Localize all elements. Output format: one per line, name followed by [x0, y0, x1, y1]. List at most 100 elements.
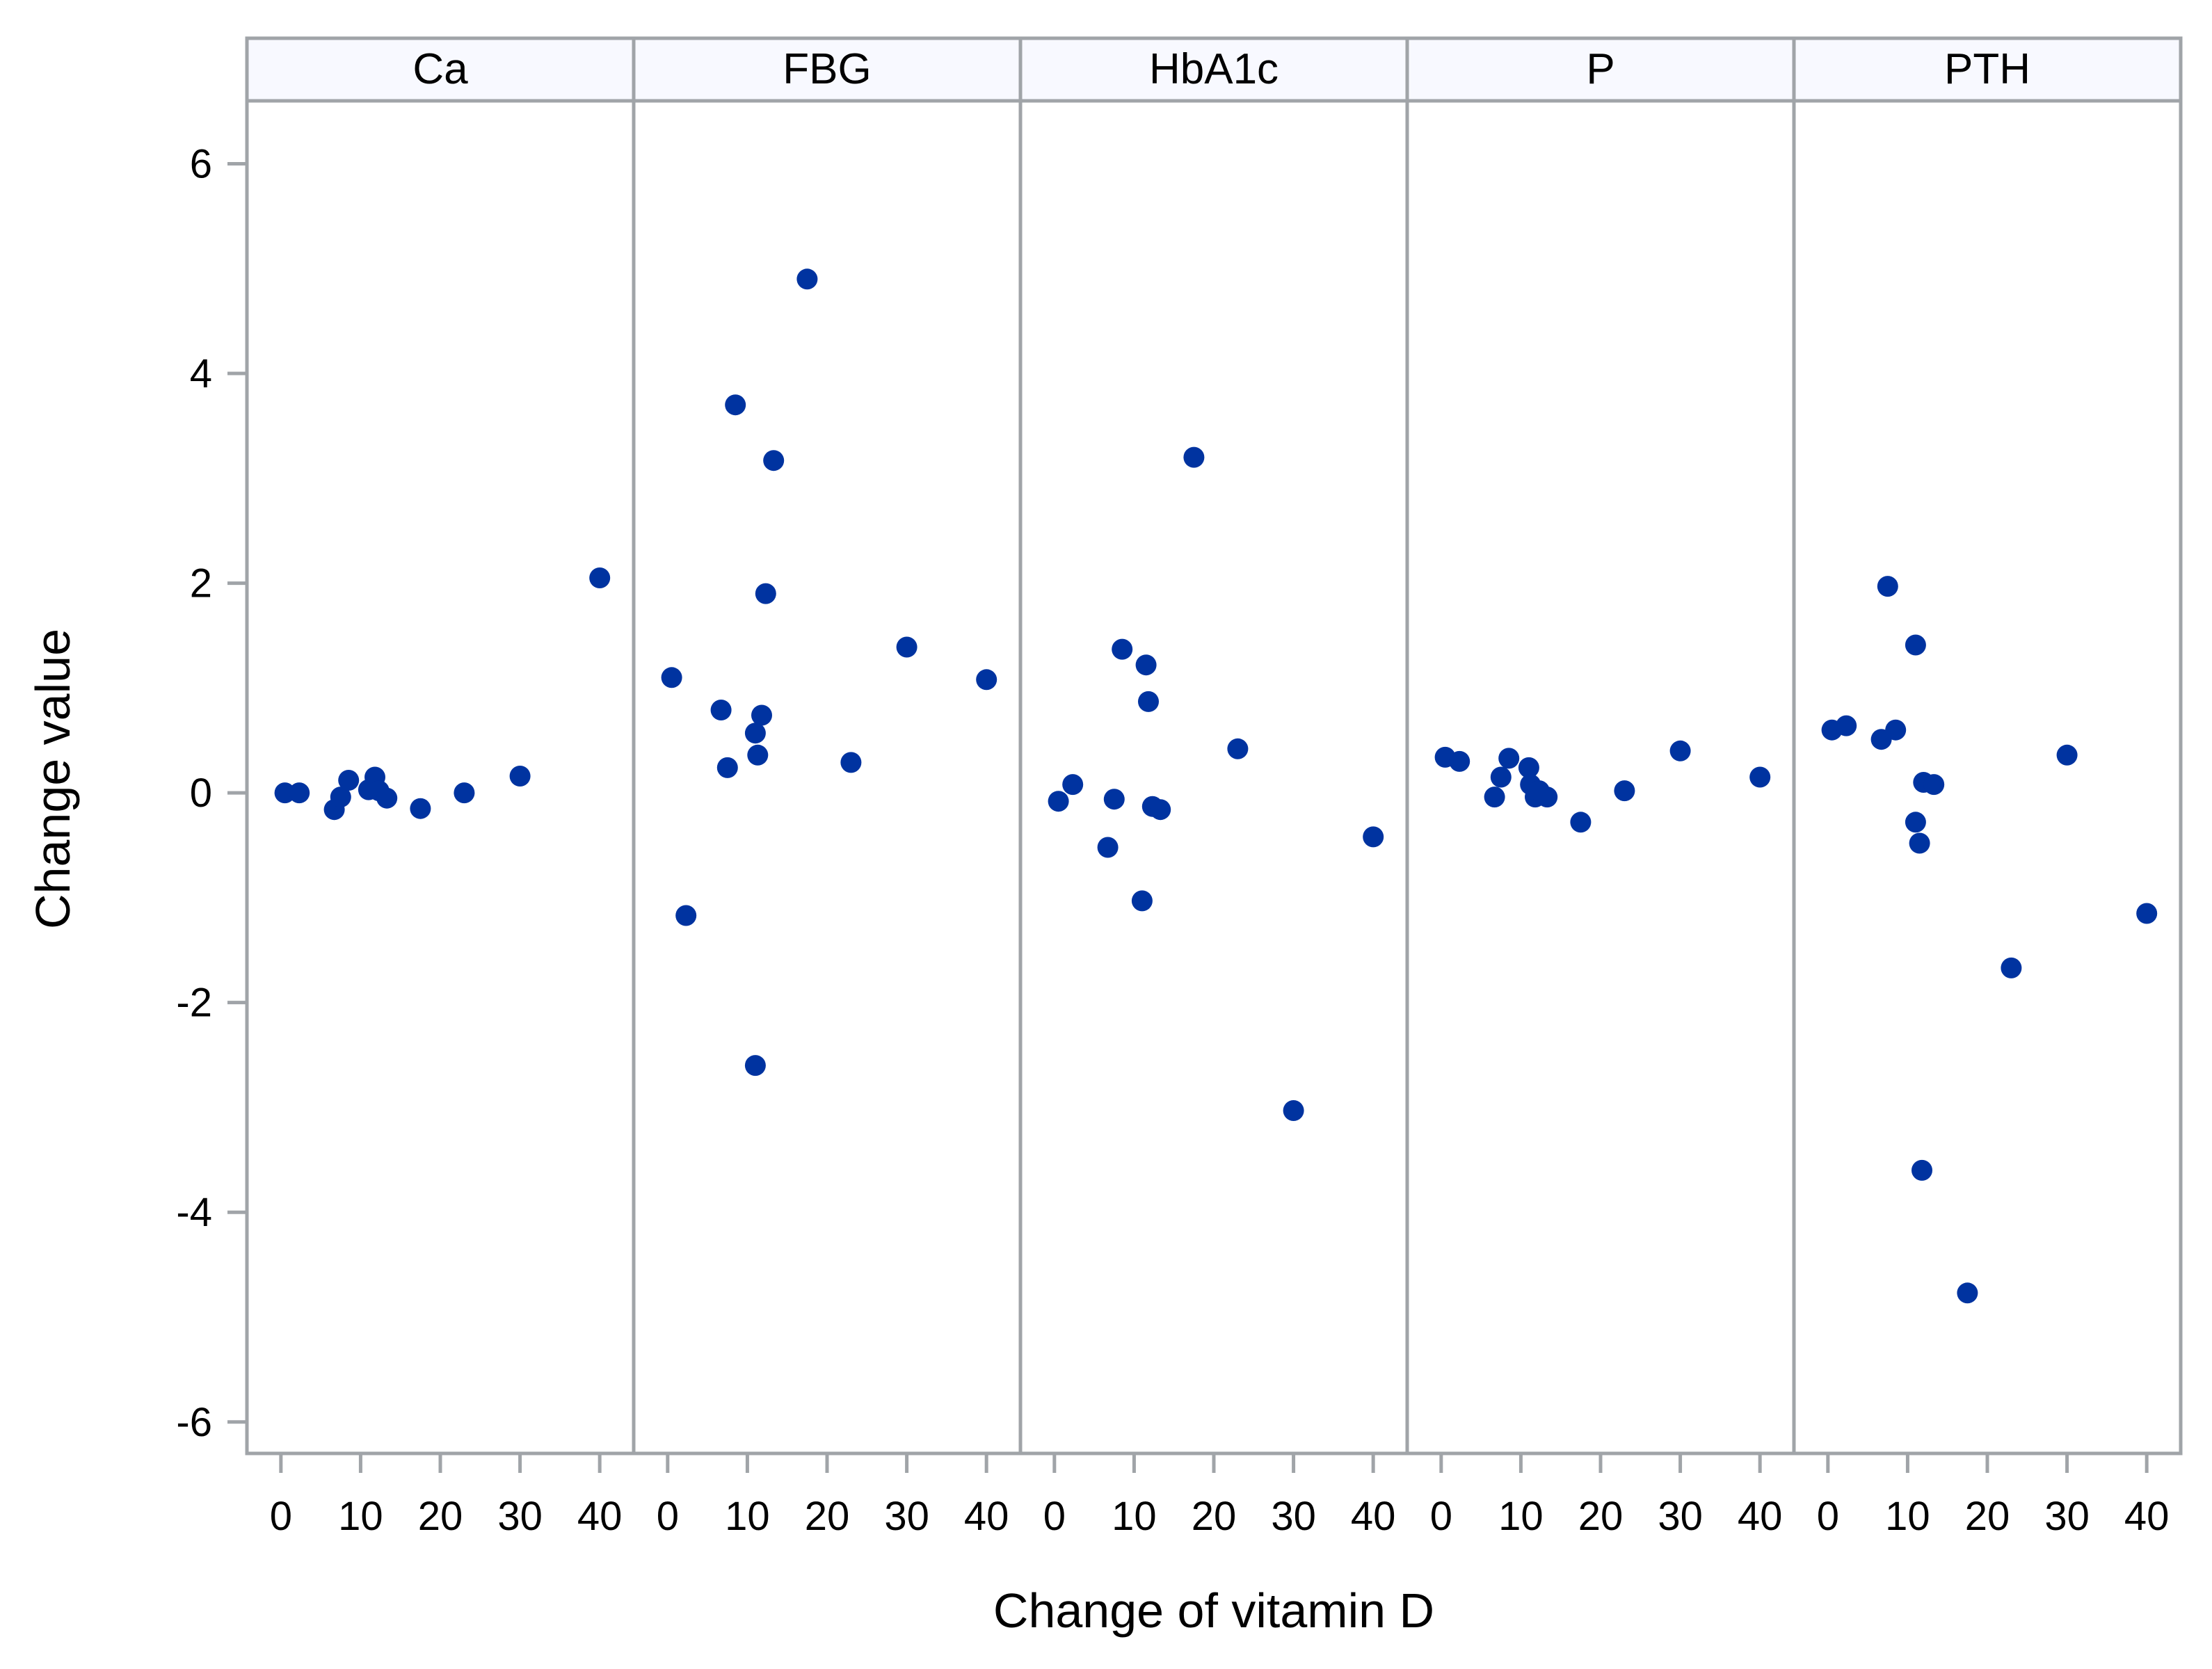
data-point	[1518, 757, 1539, 778]
data-point	[763, 450, 785, 471]
data-point	[744, 723, 766, 744]
x-tick-label: 30	[1658, 1494, 1703, 1539]
x-tick-label: 30	[497, 1494, 543, 1539]
panel-strip-label: HbA1c	[1149, 45, 1279, 93]
panel-frame	[632, 99, 1023, 1456]
x-tick-label: 0	[1817, 1494, 1839, 1539]
data-point	[589, 567, 611, 588]
x-tick-label: 20	[418, 1494, 463, 1539]
data-point	[1363, 826, 1384, 848]
x-tick-label: 10	[1112, 1494, 1157, 1539]
x-tick-label: 20	[1192, 1494, 1237, 1539]
x-tick-label: 30	[884, 1494, 929, 1539]
data-point	[675, 905, 697, 926]
data-point	[1912, 1159, 1932, 1181]
data-point	[1062, 774, 1084, 796]
x-axis-title: Change of vitamin D	[993, 1583, 1434, 1638]
data-point	[330, 787, 351, 808]
data-point	[840, 752, 862, 773]
data-point	[1103, 789, 1125, 810]
data-point	[1909, 832, 1930, 854]
data-point	[751, 704, 772, 726]
data-point	[1183, 446, 1205, 468]
data-point	[1537, 787, 1558, 808]
data-point	[1283, 1100, 1304, 1121]
x-tick-label: 40	[964, 1494, 1009, 1539]
x-tick-label: 10	[338, 1494, 383, 1539]
data-point	[410, 798, 431, 819]
x-tick-label: 40	[577, 1494, 623, 1539]
data-point	[1877, 576, 1898, 597]
panel-ca: Ca	[245, 36, 636, 1456]
data-point	[1227, 738, 1249, 759]
y-axis-title: Change value	[26, 629, 80, 929]
panels: Ca FBG HbA1c P PTH	[245, 36, 2183, 1456]
data-point	[1614, 780, 1635, 802]
data-point	[509, 766, 531, 787]
x-tick-label: 40	[1738, 1494, 1783, 1539]
data-point	[1923, 774, 1945, 796]
x-tick-label: 0	[1430, 1494, 1452, 1539]
y-tick-label: -6	[176, 1400, 212, 1445]
panel-strip	[245, 36, 636, 103]
y-axis: 6 4 2 0 -2 -4 -6	[176, 141, 247, 1445]
data-point	[755, 583, 776, 604]
y-tick-label: 0	[190, 771, 212, 816]
x-tick-label: 10	[1885, 1494, 1930, 1539]
data-point	[289, 782, 310, 804]
data-point	[725, 394, 746, 416]
x-tick-label: 20	[805, 1494, 850, 1539]
data-point	[454, 782, 475, 804]
x-tick-label: 40	[1351, 1494, 1396, 1539]
data-point	[376, 787, 398, 809]
data-point	[1048, 791, 1069, 812]
x-tick-label: 20	[1578, 1494, 1624, 1539]
x-tick-label: 20	[1965, 1494, 2010, 1539]
y-tick-label: -4	[176, 1190, 212, 1235]
data-point	[976, 669, 997, 691]
data-point	[744, 1055, 766, 1077]
panel-frame	[1792, 99, 2183, 1456]
data-point	[796, 268, 818, 290]
panel-hba1c: HbA1c	[1018, 36, 1409, 1456]
data-point	[1097, 837, 1119, 858]
data-point	[1490, 766, 1512, 788]
data-point	[1449, 750, 1470, 772]
data-point	[1138, 691, 1159, 712]
y-tick-label: 2	[190, 561, 212, 606]
data-point	[2136, 903, 2158, 924]
x-tick-label: 0	[270, 1494, 292, 1539]
data-point	[2001, 957, 2022, 978]
data-point	[2056, 744, 2078, 766]
x-tick-label: 30	[2044, 1494, 2090, 1539]
data-point	[1749, 766, 1771, 788]
data-point	[1484, 787, 1505, 808]
panel-pth: PTH	[1792, 36, 2183, 1456]
panel-strip	[632, 36, 1023, 103]
panel-frame	[245, 99, 636, 1456]
data-point	[1150, 799, 1171, 821]
data-point	[1836, 715, 1857, 736]
data-point	[1905, 634, 1926, 656]
data-point	[1957, 1282, 1978, 1304]
data-point	[338, 770, 360, 791]
data-point	[1905, 812, 1926, 833]
panel-strip-label: P	[1586, 45, 1614, 93]
y-tick-label: 4	[190, 351, 212, 396]
x-tick-label: 0	[657, 1494, 679, 1539]
data-point	[1135, 654, 1157, 676]
y-tick-label: -2	[176, 981, 212, 1026]
x-tick-label: 10	[1498, 1494, 1544, 1539]
data-point	[1885, 719, 1907, 741]
x-tick-label: 10	[725, 1494, 770, 1539]
data-point	[710, 700, 732, 720]
x-tick-label: 30	[1271, 1494, 1316, 1539]
panel-strip-label: PTH	[1944, 45, 2030, 93]
data-point	[747, 744, 769, 766]
y-tick-label: 6	[190, 141, 212, 186]
data-point	[896, 636, 917, 658]
data-point	[1669, 740, 1691, 761]
panel-p: P	[1405, 36, 1796, 1456]
data-point	[274, 782, 296, 804]
